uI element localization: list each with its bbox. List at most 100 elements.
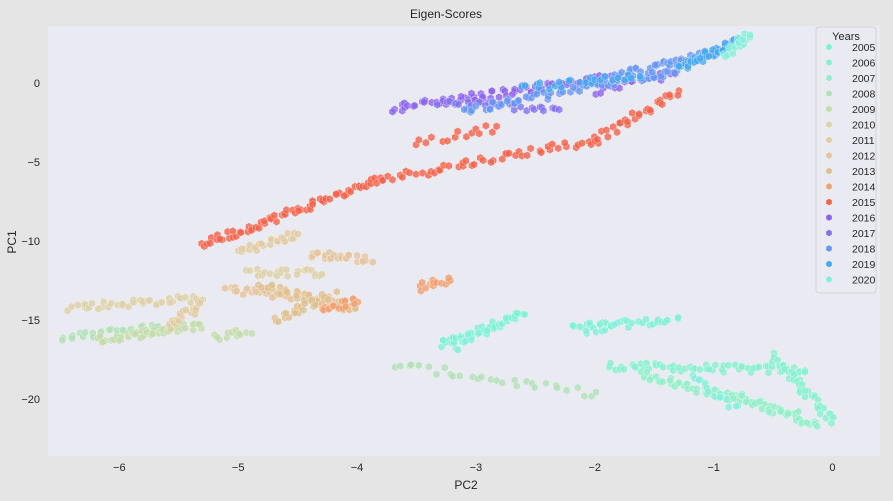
data-point xyxy=(445,273,453,283)
data-point xyxy=(88,299,96,308)
data-point xyxy=(453,127,462,136)
data-point xyxy=(742,397,751,406)
data-point xyxy=(267,234,275,244)
data-point xyxy=(623,117,632,127)
data-point xyxy=(292,291,300,300)
data-point xyxy=(407,360,415,369)
data-point xyxy=(486,104,494,114)
legend-item-2016: 2016 xyxy=(825,213,876,225)
data-point xyxy=(284,272,292,281)
y-tick-label: −10 xyxy=(21,236,40,248)
data-point xyxy=(107,299,115,308)
data-point xyxy=(542,379,550,388)
data-point xyxy=(333,287,341,296)
data-point xyxy=(467,89,476,98)
data-point xyxy=(191,306,200,315)
data-point xyxy=(318,270,326,279)
y-tick-label: −20 xyxy=(21,394,40,406)
legend-item-2007: 2007 xyxy=(825,73,876,85)
data-point xyxy=(711,360,719,370)
data-point xyxy=(827,419,836,428)
data-point xyxy=(405,168,414,177)
data-point xyxy=(118,299,127,309)
data-point xyxy=(194,319,203,329)
data-point xyxy=(614,73,622,82)
data-point xyxy=(470,160,478,169)
legend-item-2008: 2008 xyxy=(825,89,876,101)
legend-item-2012: 2012 xyxy=(825,151,876,163)
legend-label: 2005 xyxy=(852,42,876,54)
legend-marker xyxy=(825,151,833,160)
data-point xyxy=(181,323,189,333)
y-tick-label: 0 xyxy=(34,78,40,90)
data-point xyxy=(237,228,245,237)
data-point xyxy=(643,368,651,377)
data-point xyxy=(196,299,204,308)
legend-marker xyxy=(825,43,833,51)
data-point xyxy=(675,363,683,372)
legend-item-2015: 2015 xyxy=(825,197,876,209)
data-point xyxy=(68,334,76,343)
data-point xyxy=(243,284,251,293)
data-point xyxy=(596,89,605,98)
data-point xyxy=(725,403,733,412)
data-point xyxy=(618,68,626,77)
data-point xyxy=(189,325,197,335)
data-point xyxy=(158,298,166,307)
data-point xyxy=(555,105,563,114)
data-point xyxy=(569,83,577,92)
data-point xyxy=(418,278,426,287)
legend-item-2009: 2009 xyxy=(825,104,876,116)
data-point xyxy=(561,138,569,147)
data-point xyxy=(756,397,764,406)
data-point xyxy=(613,128,621,137)
data-point xyxy=(548,139,556,149)
data-point xyxy=(663,316,672,325)
data-point xyxy=(636,72,644,81)
y-tick-label: −5 xyxy=(27,157,40,169)
data-point xyxy=(738,391,746,400)
data-point xyxy=(746,30,754,40)
plot-area xyxy=(48,26,880,456)
data-point xyxy=(580,391,588,401)
data-point xyxy=(553,383,561,392)
x-tick-label: −6 xyxy=(113,462,126,474)
data-point xyxy=(257,239,265,248)
legend-label: 2012 xyxy=(852,151,876,163)
data-point xyxy=(272,217,281,226)
legend-marker xyxy=(825,89,833,98)
data-point xyxy=(674,313,682,322)
data-point xyxy=(522,377,531,386)
series-2020 xyxy=(452,29,754,412)
data-point xyxy=(536,78,544,88)
data-point xyxy=(283,288,291,297)
data-point xyxy=(457,92,465,101)
chart-title: Eigen-Scores xyxy=(410,7,482,21)
data-point xyxy=(182,305,190,315)
data-point xyxy=(369,257,377,267)
data-point xyxy=(396,361,404,371)
data-point xyxy=(514,96,523,105)
data-point xyxy=(628,108,636,118)
data-point xyxy=(99,297,108,306)
data-point xyxy=(488,97,497,107)
legend-item-2005: 2005 xyxy=(825,42,876,54)
series-2009 xyxy=(94,319,256,347)
data-point xyxy=(523,151,531,160)
data-point xyxy=(487,375,495,384)
data-point xyxy=(646,105,654,115)
data-point xyxy=(441,363,449,372)
data-point xyxy=(606,358,615,368)
data-point xyxy=(301,299,309,308)
legend-marker xyxy=(825,229,833,237)
data-point xyxy=(329,301,338,311)
data-point xyxy=(282,309,290,318)
data-point xyxy=(454,345,462,355)
data-point xyxy=(415,361,423,370)
data-point xyxy=(454,100,463,109)
data-point xyxy=(565,76,573,85)
x-tick-label: −1 xyxy=(707,462,720,474)
data-point xyxy=(449,372,457,381)
data-point xyxy=(582,326,590,336)
data-point xyxy=(498,378,506,387)
